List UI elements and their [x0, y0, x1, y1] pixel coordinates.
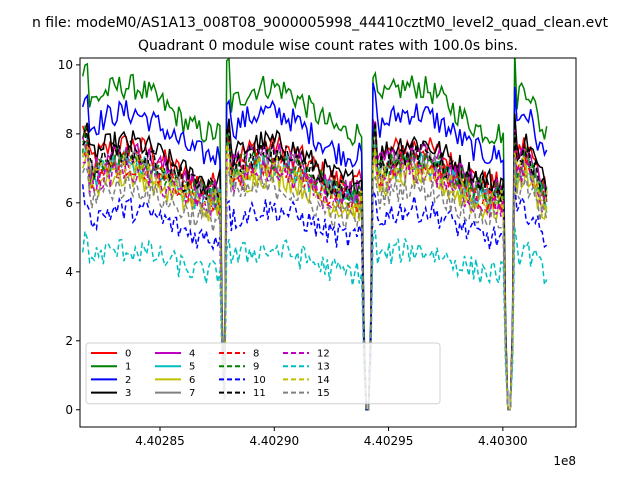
legend-label-3: 3 [125, 388, 131, 399]
legend-label-9: 9 [253, 362, 259, 373]
y-tick-label: 0 [65, 403, 73, 417]
y-tick-label: 10 [58, 58, 73, 72]
x-axis-offset-label: 1e8 [553, 454, 576, 468]
legend-label-5: 5 [189, 362, 195, 373]
series-line-8 [82, 134, 548, 411]
legend-label-10: 10 [253, 375, 266, 386]
legend-label-4: 4 [189, 349, 195, 360]
y-tick-label: 2 [65, 334, 73, 348]
legend-label-8: 8 [253, 349, 259, 360]
legend-label-15: 15 [317, 388, 330, 399]
legend-label-6: 6 [189, 375, 195, 386]
legend-label-1: 1 [125, 362, 131, 373]
series-layer [81, 58, 548, 411]
legend-label-13: 13 [317, 362, 330, 373]
x-tick-label: 4.40300 [478, 434, 528, 448]
legend-label-12: 12 [317, 349, 330, 360]
y-tick-label: 6 [65, 196, 73, 210]
series-line-0 [81, 113, 548, 411]
legend-label-0: 0 [125, 349, 131, 360]
series-line-15 [82, 157, 548, 411]
y-tick-label: 4 [65, 265, 73, 279]
series-line-3 [81, 113, 548, 411]
series-line-1 [81, 58, 548, 411]
chart-title: Quadrant 0 module wise count rates with … [138, 38, 518, 54]
legend-label-2: 2 [125, 375, 131, 386]
y-axis: 0 2 4 6 8 10 [58, 58, 80, 417]
x-tick-label: 4.40295 [364, 434, 414, 448]
plot-frame [79, 57, 577, 428]
series-line-2 [81, 82, 548, 411]
series-line-14 [81, 144, 548, 411]
legend-label-11: 11 [253, 388, 266, 399]
legend-label-14: 14 [317, 375, 330, 386]
legend-label-7: 7 [189, 388, 195, 399]
x-tick-label: 4.40285 [135, 434, 185, 448]
x-tick-label: 4.40290 [249, 434, 299, 448]
x-axis: 4.40285 4.40290 4.40295 4.40300 [135, 427, 528, 448]
series-line-10 [81, 182, 548, 411]
legend-frame [85, 342, 441, 405]
y-tick-label: 8 [65, 127, 73, 141]
series-line-13 [81, 227, 548, 411]
figure-suptitle: n file: modeM0/AS1A13_008T08_9000005998_… [32, 15, 609, 31]
series-line-12 [82, 145, 548, 411]
